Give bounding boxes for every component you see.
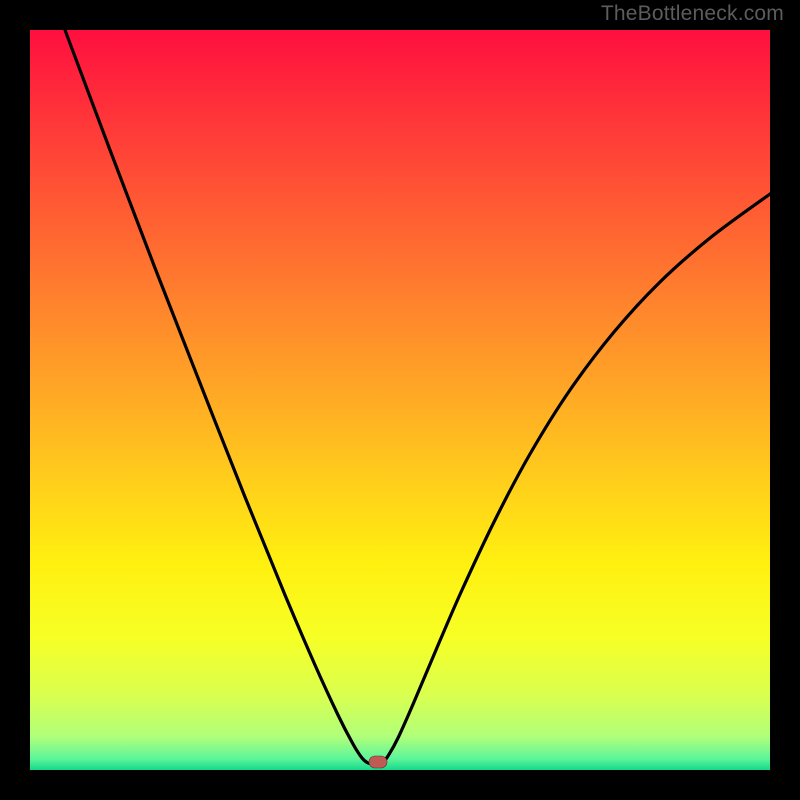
chart-background [30,30,770,770]
minimum-marker [369,756,387,768]
chart-svg [0,0,800,800]
watermark-text: TheBottleneck.com [601,2,784,26]
chart-container: TheBottleneck.com [0,0,800,800]
